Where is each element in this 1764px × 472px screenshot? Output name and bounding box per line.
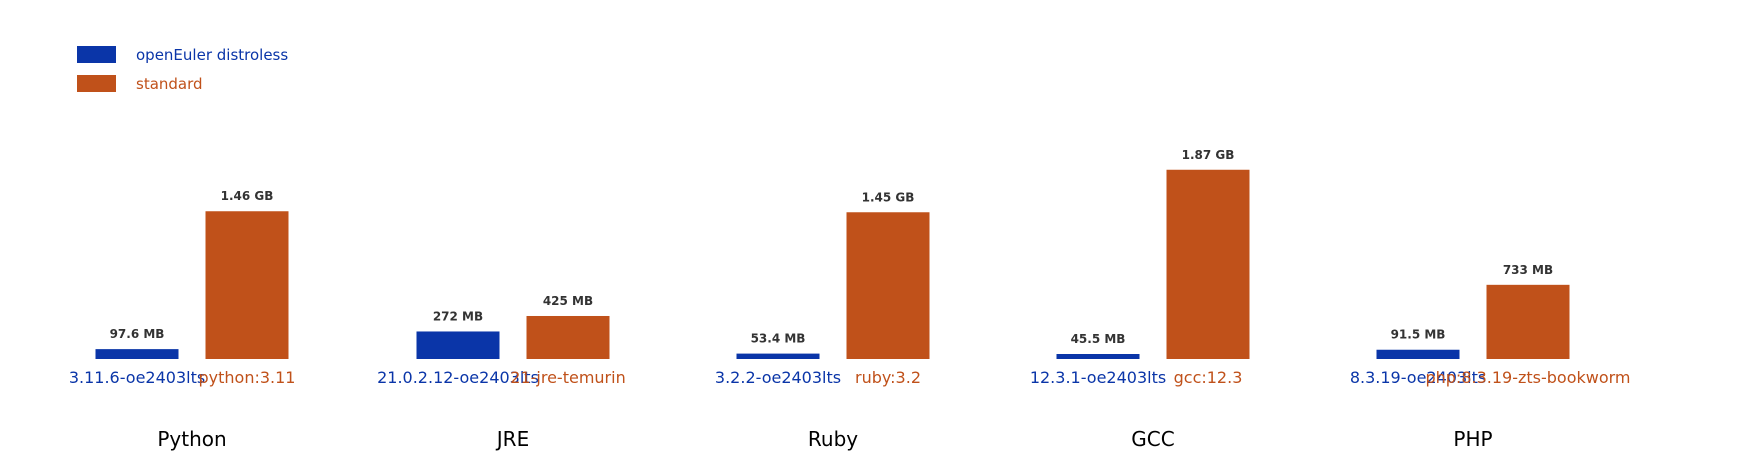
tag-label-python-standard: python:3.11: [199, 368, 296, 387]
bar-gcc-distroless: [1056, 354, 1140, 359]
legend-label-distroless: openEuler distroless: [136, 46, 288, 64]
tag-label-jre-distroless: 21.0.2.12-oe2403lts: [377, 368, 539, 387]
tag-label-jre-standard: 21-jre-temurin: [510, 368, 625, 387]
bar-python-distroless: [95, 349, 179, 359]
value-label-php-standard: 733 MB: [1503, 263, 1553, 277]
legend-swatch-distroless: [77, 46, 116, 63]
value-label-ruby-standard: 1.45 GB: [862, 190, 915, 204]
bar-php-distroless: [1376, 349, 1460, 359]
value-label-jre-distroless: 272 MB: [433, 309, 483, 323]
value-label-php-distroless: 91.5 MB: [1391, 328, 1446, 342]
group-label-jre: JRE: [495, 427, 529, 451]
tag-label-gcc-standard: gcc:12.3: [1174, 368, 1243, 387]
bar-python-standard: [205, 211, 289, 359]
group-label-php: PHP: [1453, 427, 1492, 451]
value-label-ruby-distroless: 53.4 MB: [751, 332, 806, 346]
value-label-python-distroless: 97.6 MB: [110, 327, 165, 341]
legend: openEuler distroless standard: [77, 46, 288, 93]
legend-swatch-standard: [77, 75, 116, 92]
value-label-gcc-standard: 1.87 GB: [1182, 148, 1235, 162]
bar-jre-standard: [526, 315, 610, 359]
tag-label-ruby-standard: ruby:3.2: [855, 368, 921, 387]
tag-label-php-distroless: 8.3.19-oe2403lts: [1350, 368, 1486, 387]
value-label-python-standard: 1.46 GB: [221, 189, 274, 203]
group-label-gcc: GCC: [1131, 427, 1174, 451]
tag-label-python-distroless: 3.11.6-oe2403lts: [69, 368, 205, 387]
tag-label-php-standard: php:8.3.19-zts-bookworm: [1425, 368, 1630, 387]
bar-ruby-distroless: [736, 353, 820, 359]
plot-area: 97.6 MB 3.11.6-oe2403lts 1.46 GB python:3.1…: [69, 148, 1631, 451]
bar-ruby-standard: [846, 212, 930, 359]
bar-php-standard: [1486, 284, 1570, 359]
legend-label-standard: standard: [136, 75, 203, 93]
group-label-ruby: Ruby: [808, 427, 858, 451]
tag-label-ruby-distroless: 3.2.2-oe2403lts: [715, 368, 841, 387]
bar-jre-distroless: [416, 331, 500, 359]
tag-label-gcc-distroless: 12.3.1-oe2403lts: [1030, 368, 1166, 387]
value-label-jre-standard: 425 MB: [543, 294, 593, 308]
bar-gcc-standard: [1166, 169, 1250, 359]
group-label-python: Python: [157, 427, 226, 451]
value-label-gcc-distroless: 45.5 MB: [1071, 332, 1126, 346]
